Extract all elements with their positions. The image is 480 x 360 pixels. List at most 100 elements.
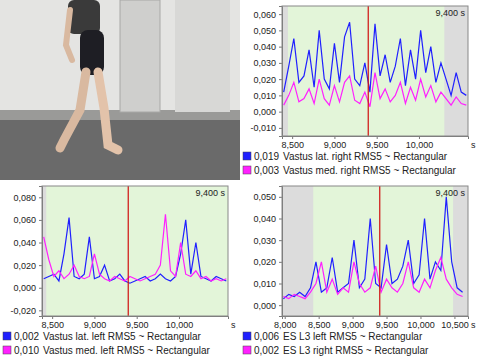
- y-tick-label: 0,030: [253, 58, 276, 68]
- x-tick-label: 9,000: [324, 140, 347, 150]
- x-tick: 9,500: [376, 316, 399, 330]
- y-tick-label: 0,020: [253, 257, 276, 267]
- x-tick-label: 9,000: [342, 320, 365, 330]
- y-tick: 0,000: [13, 283, 42, 293]
- chart-panel: 8,000 8,500 9,000 9,500 10,000 10,500 0,000 0,0…: [243, 186, 476, 356]
- x-axis: 8,500 9,000 9,500 10,000: [41, 316, 228, 330]
- x-tick-label: 10,500: [441, 320, 469, 330]
- x-axis-line: [43, 317, 229, 320]
- y-axis: -0,020 0,000 0,020 0,040 0,060 0,080: [10, 187, 42, 317]
- legend-item: 0,010Vastus med. left RMS5 ~ Rectangular: [3, 345, 211, 356]
- y-tick-label: 0,050: [253, 192, 276, 202]
- y-tick-label: 0,020: [13, 261, 36, 271]
- marks: [44, 186, 228, 316]
- x-tick-label: 10,000: [166, 320, 194, 330]
- y-tick-label: 0,000: [13, 283, 36, 293]
- x-tick: 9,500: [126, 316, 149, 330]
- y-tick-label: -0,010: [250, 123, 276, 133]
- legend-value: 0,002: [254, 345, 279, 356]
- cursor-line: [379, 186, 380, 316]
- y-tick: 0,010: [253, 91, 282, 101]
- plot-background: [282, 186, 468, 316]
- plot-frame: [282, 186, 468, 316]
- x-tick: 8,500: [281, 136, 304, 150]
- shirt: [68, 0, 100, 34]
- legend-swatch: [243, 332, 251, 340]
- y-tick-label: -0,020: [10, 306, 36, 316]
- legend-swatch: [243, 166, 251, 174]
- y-tick-label: 0,000: [253, 301, 276, 311]
- x-axis-line: [283, 317, 469, 320]
- x-axis-unit: s: [471, 320, 476, 330]
- arm: [66, 10, 72, 60]
- legend-value: 0,003: [254, 165, 279, 176]
- x-axis-unit: s: [231, 320, 236, 330]
- y-tick: -0,020: [10, 306, 42, 316]
- x-tick-label: 10,000: [407, 320, 435, 330]
- series-line: [284, 22, 467, 95]
- x-axis-unit: s: [471, 140, 476, 150]
- cursor-label: 9,400 s: [435, 8, 465, 18]
- video-frame: [0, 0, 240, 180]
- legend-item: 0,002Vastus lat. left RMS5 ~ Rectangular: [3, 331, 202, 342]
- highlight-region: [313, 186, 453, 316]
- plot-background: [42, 186, 228, 316]
- y-tick-label: 0,020: [253, 75, 276, 85]
- plot-frame: [282, 6, 468, 136]
- chart-panel: 8,500 9,000 9,500 10,000 -0,020 0,000 0,020 0,0…: [3, 186, 236, 356]
- x-tick-label: 9,000: [84, 320, 107, 330]
- plot-frame: [42, 186, 228, 316]
- legend-value: 0,010: [14, 345, 39, 356]
- legend-item: 0,002ES L3 right RMS5 ~ Rectangular: [243, 345, 429, 356]
- door: [120, 0, 160, 112]
- x-tick-label: 8,000: [274, 320, 297, 330]
- x-tick-label: 9,500: [376, 320, 399, 330]
- x-tick-label: 9,500: [126, 320, 149, 330]
- y-tick: -0,010: [250, 123, 282, 133]
- y-tick-label: 0,000: [253, 107, 276, 117]
- y-tick: 0,060: [13, 215, 42, 225]
- legend-swatch: [3, 346, 11, 354]
- y-axis: 0,0000,0100,0200,0300,0400,050: [253, 187, 282, 317]
- legend: 0,006 ES L3 left RMS5 ~ Rectangular 0,002E…: [243, 331, 429, 356]
- y-tick-label: 0,080: [13, 193, 36, 203]
- legend-item: 0,006 ES L3 left RMS5 ~ Rectangular: [243, 331, 423, 342]
- wall-panel: [175, 0, 230, 112]
- legend-label: ES L3 left RMS5 ~ Rectangular: [283, 331, 423, 342]
- x-tick-label: 10,000: [406, 140, 434, 150]
- x-tick: 9,000: [84, 316, 107, 330]
- legend-value: 0,019: [254, 151, 279, 162]
- x-tick: 8,500: [41, 316, 64, 330]
- x-tick: 9,500: [366, 136, 389, 150]
- y-tick-label: 0,060: [13, 215, 36, 225]
- legend-value: 0,002: [14, 331, 39, 342]
- y-tick: 0,030: [253, 58, 282, 68]
- series-line: [44, 218, 227, 284]
- cursor-label: 9,400 s: [195, 188, 225, 198]
- x-tick-label: 9,500: [366, 140, 389, 150]
- legend-swatch: [3, 332, 11, 340]
- leg-back: [60, 72, 86, 148]
- y-tick-label: 0,040: [13, 238, 36, 248]
- x-tick: 8,000: [274, 316, 297, 330]
- legend-item: 0,019 Vastus lat. right RMS5 ~ Rectangula…: [243, 151, 448, 162]
- y-tick: 0,040: [13, 238, 42, 248]
- legend-value: 0,006: [254, 331, 279, 342]
- y-tick: 0,020: [253, 75, 282, 85]
- x-tick-label: 8,500: [41, 320, 64, 330]
- plot-area: 8,000 8,500 9,000 9,500 10,000 10,500 0,000 0,0…: [253, 186, 476, 330]
- y-tick: 0,020: [13, 261, 42, 271]
- y-tick: 0,040: [253, 42, 282, 52]
- y-axis: -0,0100,0000,0100,0200,0300,0400,0500,06…: [250, 7, 282, 137]
- x-tick: 10,000: [407, 316, 435, 330]
- y-tick: 0,000: [253, 301, 282, 311]
- y-tick-label: 0,040: [253, 214, 276, 224]
- figure: 8,5009,0009,50010,000-0,0100,0000,0100,0…: [0, 0, 480, 360]
- plot-area: 8,500 9,000 9,500 10,000 -0,010 0,000 0,010 0,0…: [250, 6, 476, 150]
- plot-area: 8,500 9,000 9,500 10,000 -0,020 0,000 0,020 0,0…: [10, 186, 236, 330]
- legend-label: Vastus lat. right RMS5 ~ Rectangular: [283, 151, 448, 162]
- series-line: [283, 258, 462, 299]
- cursor-label: 9,400 s: [435, 188, 465, 198]
- y-tick: 0,000: [253, 107, 282, 117]
- x-tick: 8,500: [308, 316, 331, 330]
